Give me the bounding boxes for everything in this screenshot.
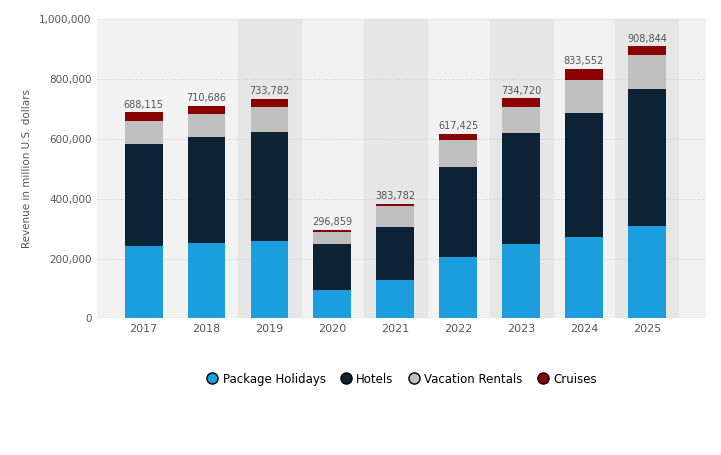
Bar [376,203,414,206]
Bar [125,121,162,144]
Bar [314,290,351,318]
Bar [376,227,414,280]
Text: 688,115: 688,115 [123,100,164,110]
Bar [490,19,552,318]
Bar [628,227,665,318]
Bar [503,244,540,318]
Bar [314,229,351,232]
Bar [251,99,288,107]
Bar [503,133,540,244]
Bar [125,112,162,121]
Bar [628,46,665,55]
Bar [251,107,288,132]
Bar [503,107,540,133]
Bar [439,134,477,140]
Bar [125,144,162,246]
Bar [628,89,665,227]
Bar [314,243,351,290]
Text: 734,720: 734,720 [501,86,541,96]
Bar [628,55,665,89]
Bar [187,106,226,114]
Bar [125,246,162,318]
Text: 833,552: 833,552 [564,56,604,66]
Bar [314,232,351,243]
Text: 733,782: 733,782 [249,86,290,96]
Text: 296,859: 296,859 [312,217,353,227]
Bar [376,280,414,318]
Bar [187,243,226,318]
Bar [565,80,603,113]
Bar [565,69,603,80]
Bar [364,19,427,318]
Bar [251,132,288,241]
Bar [565,113,603,237]
Legend: Package Holidays, Hotels, Vacation Rentals, Cruises: Package Holidays, Hotels, Vacation Renta… [201,368,602,390]
Text: 383,782: 383,782 [375,191,415,201]
Bar [503,98,540,107]
Bar [187,136,226,243]
Bar [565,237,603,318]
Bar [439,257,477,318]
Text: 617,425: 617,425 [438,121,478,131]
Bar [439,167,477,257]
Text: 710,686: 710,686 [187,93,226,103]
Bar [187,114,226,136]
Bar [251,241,288,318]
Bar [439,140,477,167]
Bar [616,19,678,318]
Bar [238,19,301,318]
Bar [376,206,414,227]
Y-axis label: Revenue in million U.S. dollars: Revenue in million U.S. dollars [22,89,32,248]
Text: 908,844: 908,844 [627,34,667,44]
